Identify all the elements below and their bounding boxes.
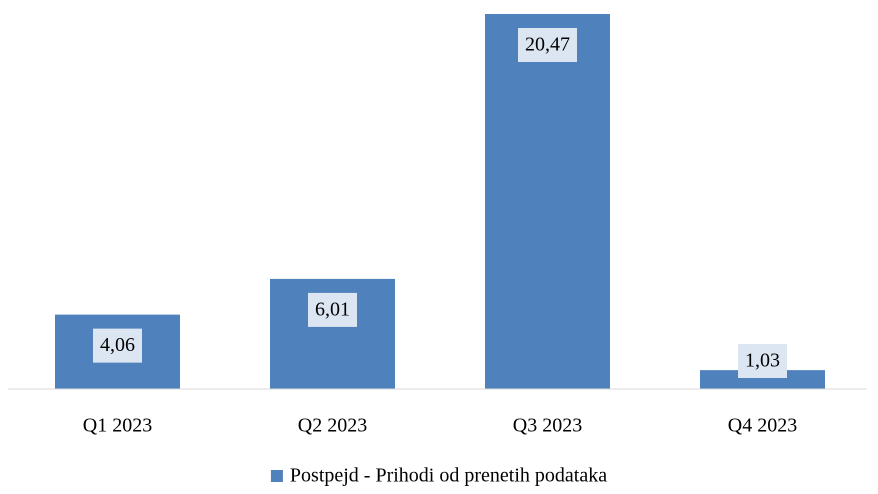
bar bbox=[700, 370, 825, 389]
data-label-box bbox=[738, 344, 787, 378]
x-tick-label: Q4 2023 bbox=[728, 415, 797, 437]
data-label: 4,06 bbox=[100, 334, 135, 356]
data-label: 1,03 bbox=[745, 350, 780, 372]
x-tick-label: Q3 2023 bbox=[513, 415, 582, 437]
x-tick-label: Q1 2023 bbox=[83, 415, 152, 437]
data-label: 20,47 bbox=[525, 34, 570, 56]
data-label-box bbox=[93, 328, 142, 363]
data-label-box bbox=[308, 292, 357, 327]
legend-label: Postpejd - Prihodi od prenetih podataka bbox=[290, 465, 607, 487]
legend-swatch bbox=[270, 470, 283, 482]
bar bbox=[485, 14, 610, 389]
data-label: 6,01 bbox=[315, 298, 350, 320]
x-tick-label: Q2 2023 bbox=[298, 415, 367, 437]
data-label-box bbox=[518, 28, 577, 62]
